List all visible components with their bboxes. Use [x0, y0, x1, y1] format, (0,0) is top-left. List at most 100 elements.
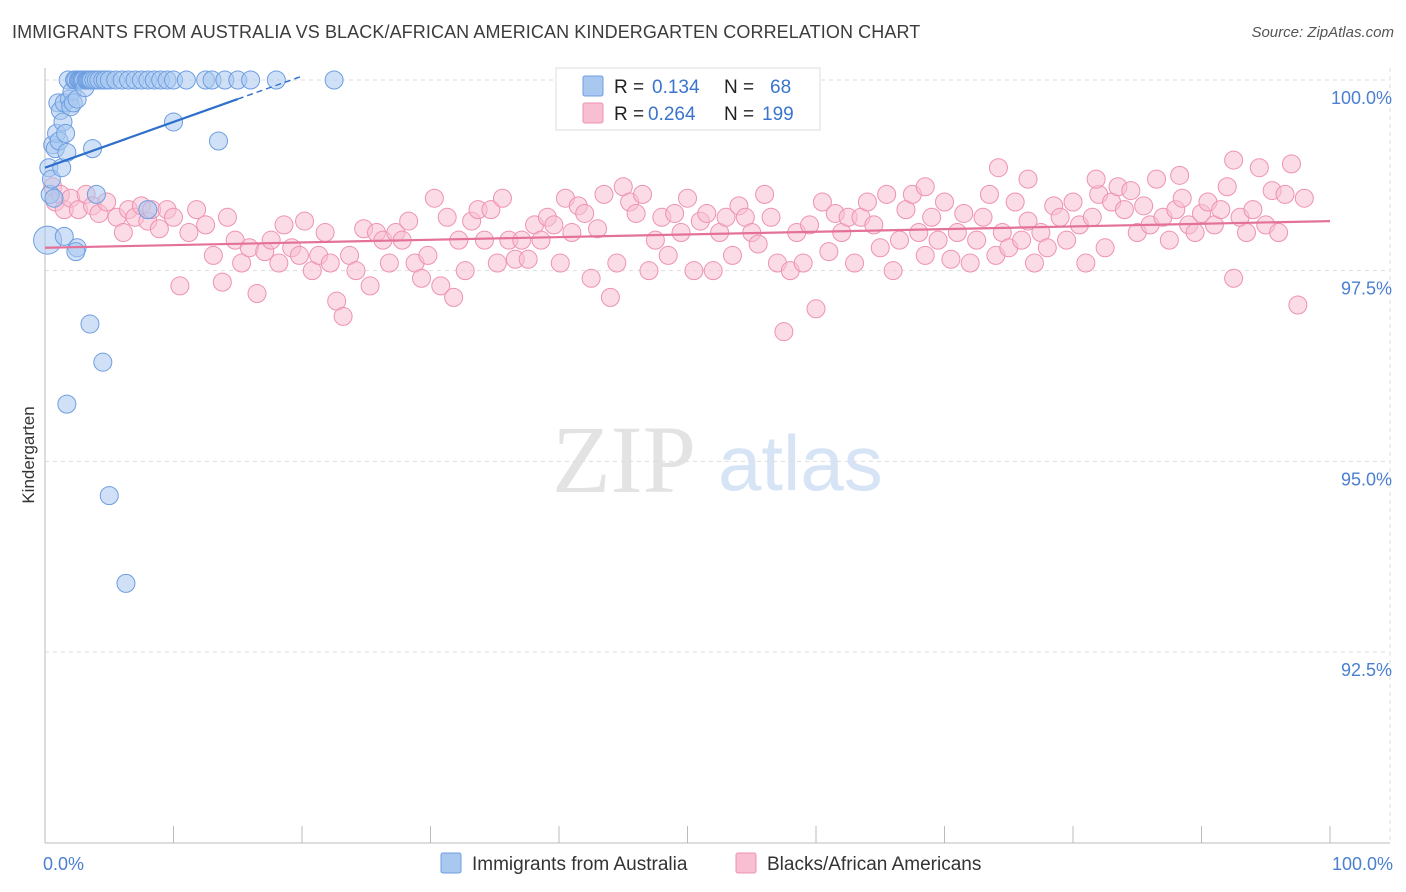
point-blacks: [412, 268, 432, 288]
stats-r-value-blue: 0.134: [652, 77, 700, 98]
point-blacks: [444, 287, 464, 307]
point-blacks: [941, 249, 961, 269]
point-australia: [57, 394, 77, 414]
point-blacks: [1114, 200, 1134, 220]
point-blacks: [474, 230, 494, 250]
point-blacks: [1134, 196, 1154, 216]
point-blacks: [973, 207, 993, 227]
point-blacks: [935, 192, 954, 212]
point-blacks: [967, 230, 987, 250]
point-blacks: [1076, 253, 1096, 273]
y-tick-label: 95.0%: [1341, 469, 1392, 489]
trend-line-australia-extension: [237, 75, 303, 100]
point-blacks: [295, 211, 315, 231]
watermark-atlas: atlas: [718, 419, 883, 507]
point-blacks: [346, 261, 366, 281]
point-australia: [208, 131, 228, 151]
point-blacks: [954, 203, 974, 223]
point-blacks: [269, 253, 289, 273]
point-blacks: [960, 253, 980, 273]
point-australia: [266, 70, 286, 90]
point-blacks: [455, 261, 475, 281]
point-blacks: [928, 230, 948, 250]
point-blacks: [550, 253, 570, 273]
point-blacks: [544, 215, 564, 235]
point-blacks: [492, 188, 512, 208]
point-blacks: [232, 253, 252, 273]
point-blacks: [909, 223, 929, 243]
point-blacks: [1281, 154, 1301, 174]
point-blacks: [212, 272, 232, 292]
point-australia: [86, 184, 106, 204]
point-blacks: [196, 215, 216, 235]
point-blacks: [1217, 177, 1237, 197]
point-blacks: [315, 223, 335, 243]
point-australia: [138, 200, 158, 220]
point-blacks: [658, 245, 678, 265]
point-blacks: [1012, 230, 1032, 250]
point-blacks: [1159, 230, 1179, 250]
point-blacks: [261, 230, 281, 250]
point-australia: [93, 352, 113, 372]
point-blacks: [922, 207, 942, 227]
point-blacks: [600, 287, 620, 307]
point-blacks: [247, 284, 267, 304]
point-blacks: [703, 261, 723, 281]
point-australia: [99, 486, 119, 506]
y-tick-label: 97.5%: [1341, 279, 1392, 299]
point-blacks: [581, 268, 601, 288]
point-blacks: [217, 207, 237, 227]
point-blacks: [274, 215, 294, 235]
y-tick-label: 100.0%: [1331, 88, 1392, 108]
point-blacks: [575, 203, 595, 223]
point-blacks: [588, 219, 608, 239]
stats-n-value-blue: 68: [770, 77, 791, 98]
x-tick-label: 0.0%: [43, 854, 84, 874]
point-blacks: [149, 219, 169, 239]
y-tick-labels: 100.0% 97.5% 95.0% 92.5%: [1331, 88, 1392, 680]
x-tick-labels: 0.0% 100.0%: [43, 854, 1393, 874]
point-blacks: [1185, 223, 1205, 243]
point-australia: [176, 70, 196, 90]
point-australia: [116, 573, 136, 593]
point-blacks: [170, 276, 190, 296]
point-blacks: [431, 276, 451, 296]
stats-swatch-pink: [582, 102, 604, 124]
point-blacks: [179, 223, 199, 243]
point-blacks: [1082, 207, 1102, 227]
point-australia: [57, 142, 77, 162]
point-blacks: [639, 261, 659, 281]
point-blacks: [1249, 158, 1269, 178]
trend-line-australia: [44, 98, 239, 169]
point-blacks: [1170, 165, 1190, 185]
point-blacks: [1005, 192, 1025, 212]
point-blacks: [1211, 200, 1231, 220]
point-blacks: [562, 223, 582, 243]
series-blacks-points: [43, 150, 1314, 342]
point-blacks: [722, 245, 742, 265]
point-blacks: [424, 188, 444, 208]
point-blacks: [755, 184, 775, 204]
point-blacks: [915, 245, 935, 265]
point-blacks: [800, 215, 820, 235]
stats-r-label-pink: R =: [614, 104, 644, 125]
point-blacks: [1243, 200, 1263, 220]
point-blacks: [716, 207, 736, 227]
point-blacks: [437, 207, 457, 227]
point-blacks: [203, 245, 223, 265]
trend-lines: [44, 75, 1331, 249]
point-blacks: [877, 184, 897, 204]
point-blacks: [1294, 188, 1314, 208]
point-blacks: [1095, 238, 1115, 258]
point-blacks: [1275, 184, 1295, 204]
x-tick-label: 100.0%: [1332, 854, 1393, 874]
point-blacks: [645, 230, 665, 250]
point-blacks: [845, 253, 865, 273]
point-blacks: [379, 253, 399, 273]
point-blacks: [1024, 253, 1044, 273]
point-australia: [44, 188, 64, 208]
legend-label-australia: Immigrants from Australia: [472, 854, 688, 875]
point-blacks: [1063, 192, 1083, 212]
chart-title: IMMIGRANTS FROM AUSTRALIA VS BLACK/AFRIC…: [12, 22, 921, 42]
source-label: Source: ZipAtlas.com: [1251, 24, 1394, 41]
